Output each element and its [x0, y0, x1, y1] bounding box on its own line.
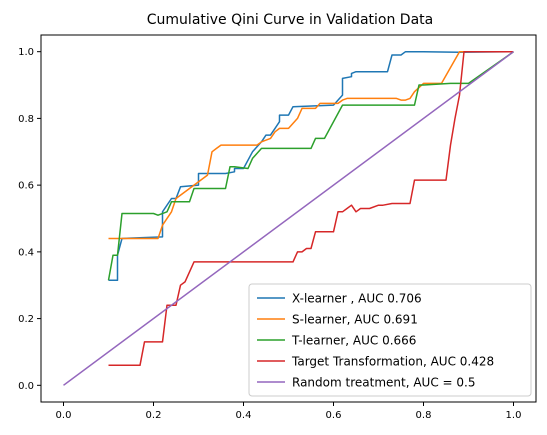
- legend-entry: X-learner , AUC 0.706: [292, 292, 422, 306]
- series-line-target-transformation: [108, 50, 514, 367]
- x-tick-label: 0.2: [146, 410, 162, 421]
- series-layer: [63, 50, 514, 386]
- y-tick-label: 1.0: [18, 47, 34, 58]
- y-tick-label: 0.4: [18, 247, 34, 258]
- x-tick-label: 0.4: [236, 410, 252, 421]
- legend-box: [248, 283, 532, 397]
- x-tick-label: 0.6: [326, 410, 342, 421]
- chart-title: Cumulative Qini Curve in Validation Data: [147, 12, 433, 28]
- x-axis: 0.0 0.2 0.4 0.6 0.8 1.0: [56, 402, 522, 421]
- x-tick-label: 0.0: [56, 410, 72, 421]
- legend-entry: Target Transformation, AUC 0.428: [291, 355, 494, 369]
- legend-entry: S-learner, AUC 0.691: [292, 313, 418, 327]
- series-line-t-learner: [107, 51, 514, 281]
- legend-entry: Random treatment, AUC = 0.5: [292, 376, 475, 390]
- series-line-random-treatment: [63, 51, 514, 386]
- legend-entry: T-learner, AUC 0.666: [291, 334, 416, 348]
- legend: X-learner , AUC 0.706 S-learner, AUC 0.69…: [248, 283, 532, 397]
- y-tick-label: 0.6: [18, 181, 34, 192]
- y-tick-label: 0.0: [18, 381, 34, 392]
- y-tick-label: 0.8: [18, 114, 34, 125]
- x-tick-label: 1.0: [506, 410, 522, 421]
- x-tick-label: 0.8: [416, 410, 432, 421]
- y-axis: 0.0 0.2 0.4 0.6 0.8 1.0: [18, 47, 41, 392]
- series-line-s-learner: [108, 50, 514, 240]
- y-tick-label: 0.2: [18, 314, 34, 325]
- series-line-x-learner: [108, 50, 514, 281]
